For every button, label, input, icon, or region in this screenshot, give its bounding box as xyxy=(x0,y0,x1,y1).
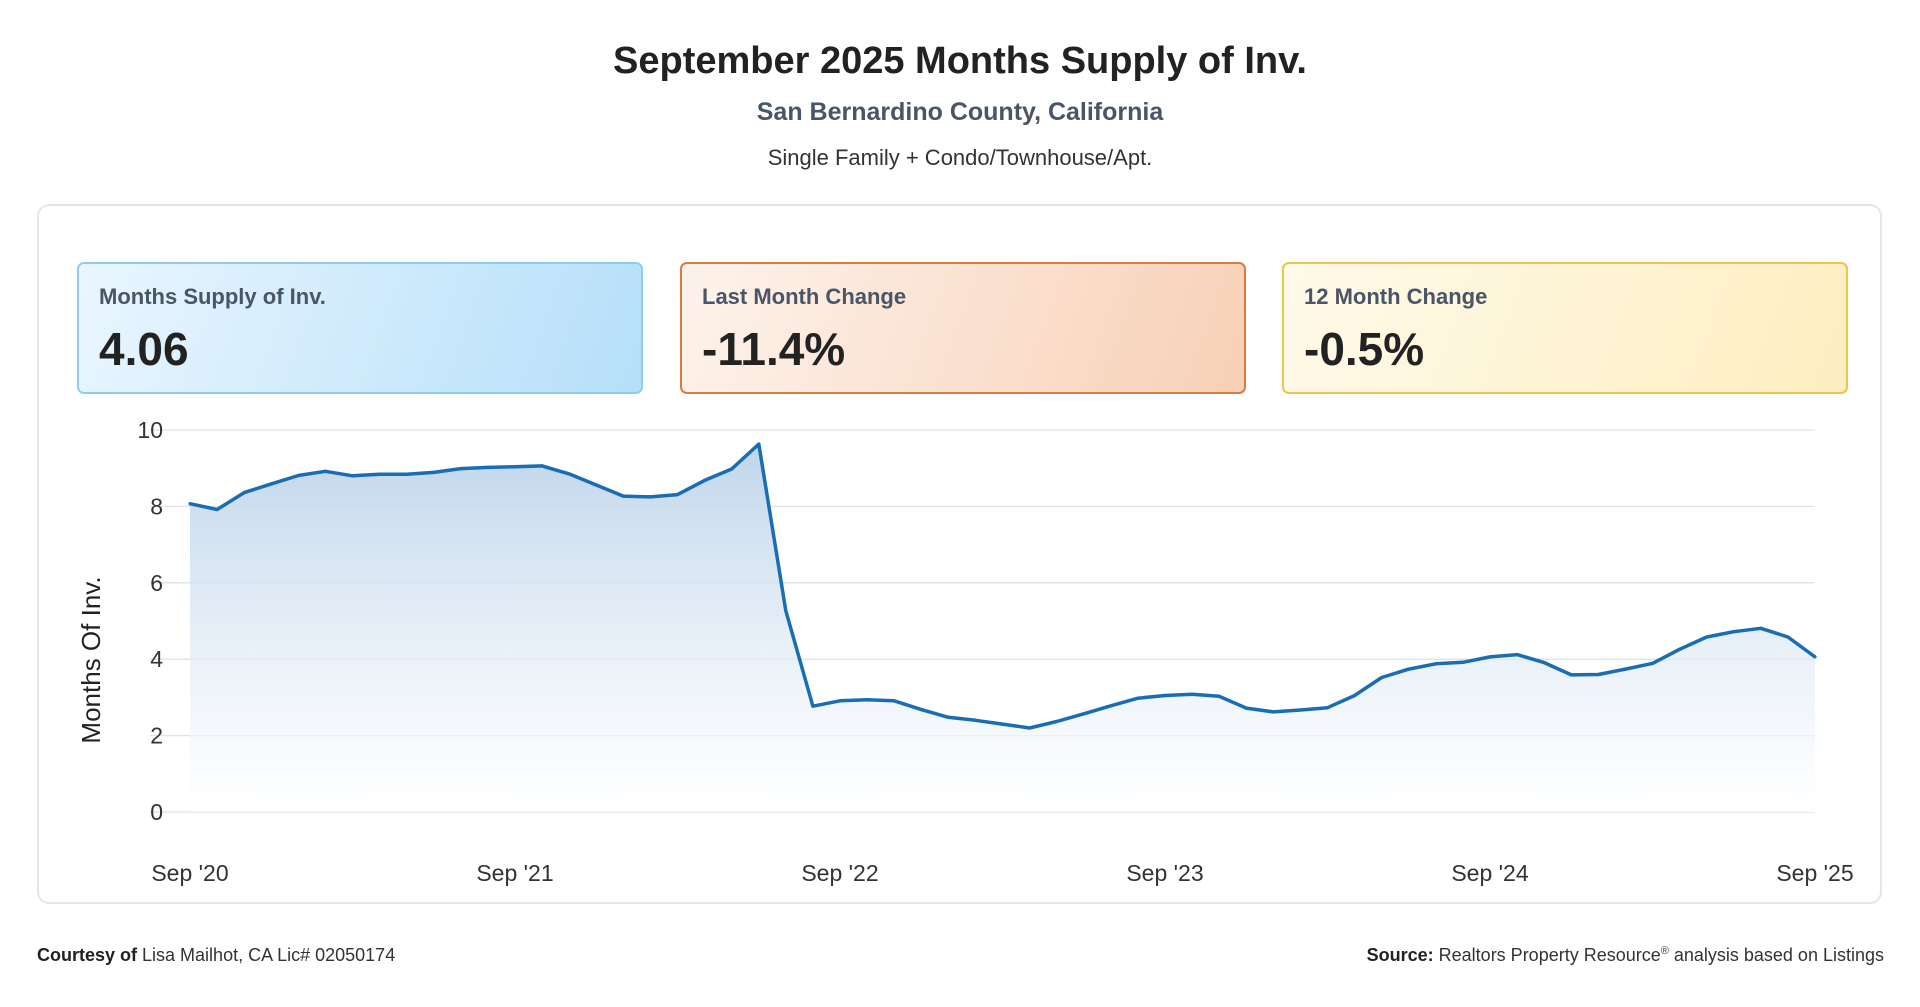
data-point xyxy=(1407,667,1411,671)
y-tick-label: 0 xyxy=(150,799,163,825)
x-axis-ticks: Sep '20 Sep '21 Sep '22 Sep '23 Sep '24 Sep '… xyxy=(151,860,1853,886)
data-point xyxy=(296,473,300,478)
data-point xyxy=(188,502,192,506)
registered-mark: ® xyxy=(1660,945,1669,957)
data-point xyxy=(1786,635,1790,639)
x-tick-label: Sep '22 xyxy=(801,860,878,886)
data-point xyxy=(946,715,950,719)
courtesy-text: Lisa Mailhot, CA Lic# 02050174 xyxy=(142,945,396,965)
courtesy-footer: Courtesy of Lisa Mailhot, CA Lic# 020501… xyxy=(37,945,395,966)
stat-label: Last Month Change xyxy=(702,284,907,309)
data-points xyxy=(188,442,1817,730)
data-point xyxy=(1055,719,1059,724)
data-point xyxy=(1569,673,1573,677)
stat-card-12-month-change: 12 Month Change -0.5% xyxy=(1282,262,1848,394)
x-tick-label: Sep '24 xyxy=(1451,860,1528,886)
data-point xyxy=(1515,653,1519,657)
source-text-suffix: analysis based on Listings xyxy=(1668,945,1884,965)
data-point xyxy=(1759,626,1763,630)
data-point xyxy=(486,465,490,470)
y-tick-label: 8 xyxy=(150,493,163,519)
data-point xyxy=(1298,708,1303,712)
stat-card-months-supply: Months Supply of Inv. 4.06 xyxy=(77,262,643,394)
x-tick-label: Sep '21 xyxy=(476,860,553,886)
data-point xyxy=(1596,672,1600,677)
data-point xyxy=(1271,710,1275,714)
stat-card-last-month-change: Last Month Change -11.4% xyxy=(680,262,1246,394)
data-point xyxy=(1488,655,1492,659)
y-tick-label: 4 xyxy=(150,646,163,672)
data-point xyxy=(540,464,544,468)
data-point xyxy=(811,704,815,708)
data-point xyxy=(1082,712,1086,716)
data-point xyxy=(1163,693,1167,698)
data-point xyxy=(1000,722,1005,726)
data-point xyxy=(215,507,219,512)
data-point xyxy=(838,699,842,703)
data-point xyxy=(1380,675,1384,680)
data-point xyxy=(269,482,273,486)
data-point xyxy=(784,609,788,613)
data-point xyxy=(1244,706,1248,710)
data-point xyxy=(1136,696,1140,700)
data-point xyxy=(1542,661,1546,665)
data-point xyxy=(1705,635,1709,639)
data-point xyxy=(1461,660,1465,664)
property-types-caption: Single Family + Condo/Townhouse/Apt. xyxy=(767,145,1153,170)
data-point xyxy=(919,708,923,712)
data-point xyxy=(350,474,355,478)
data-point xyxy=(1623,667,1628,671)
stat-value: 4.06 xyxy=(99,323,189,375)
stat-label: 12 Month Change xyxy=(1304,284,1488,309)
data-point xyxy=(1325,706,1330,710)
data-point xyxy=(648,495,653,499)
data-point xyxy=(567,472,571,476)
y-axis-ticks: 0 2 4 6 8 10 xyxy=(137,417,163,825)
y-tick-label: 2 xyxy=(150,723,163,749)
y-axis-title: Months Of Inv. xyxy=(76,576,106,743)
data-point xyxy=(973,718,978,722)
source-label: Source: xyxy=(1366,945,1434,965)
stat-value: -0.5% xyxy=(1304,323,1425,375)
data-point xyxy=(1109,704,1113,708)
courtesy-label: Courtesy of xyxy=(37,945,138,965)
data-point xyxy=(242,491,246,495)
x-tick-label: Sep '20 xyxy=(151,860,228,886)
data-point xyxy=(757,442,761,446)
data-point xyxy=(513,465,517,469)
x-tick-label: Sep '23 xyxy=(1126,860,1203,886)
data-point xyxy=(865,698,869,702)
source-text: Realtors Property Resource xyxy=(1438,945,1661,965)
data-point xyxy=(1650,661,1655,666)
data-point xyxy=(892,699,896,703)
data-point xyxy=(1352,693,1357,698)
y-tick-label: 6 xyxy=(150,570,163,596)
stat-label: Months Supply of Inv. xyxy=(99,284,326,309)
data-point xyxy=(1190,692,1194,696)
source-footer: Source: Realtors Property Resource® anal… xyxy=(1367,945,1884,966)
data-point xyxy=(621,494,625,498)
area-fill xyxy=(190,444,1815,812)
data-point xyxy=(323,469,328,473)
page-subtitle: San Bernardino County, California xyxy=(756,98,1164,126)
page-title: September 2025 Months Supply of Inv. xyxy=(613,40,1307,82)
data-point xyxy=(702,478,707,483)
data-point xyxy=(1677,647,1682,651)
data-point xyxy=(405,472,409,476)
data-point xyxy=(1732,630,1736,634)
data-point xyxy=(594,483,598,487)
data-point xyxy=(675,492,680,497)
data-point xyxy=(377,472,382,476)
y-tick-label: 10 xyxy=(137,417,163,443)
data-point xyxy=(432,470,436,475)
data-point xyxy=(1813,655,1817,659)
stat-value: -11.4% xyxy=(702,323,846,375)
data-point xyxy=(1434,662,1438,666)
data-point xyxy=(730,467,734,471)
x-tick-label: Sep '25 xyxy=(1776,860,1853,886)
data-point xyxy=(459,466,463,471)
data-point xyxy=(1027,726,1032,730)
data-point xyxy=(1217,694,1221,698)
